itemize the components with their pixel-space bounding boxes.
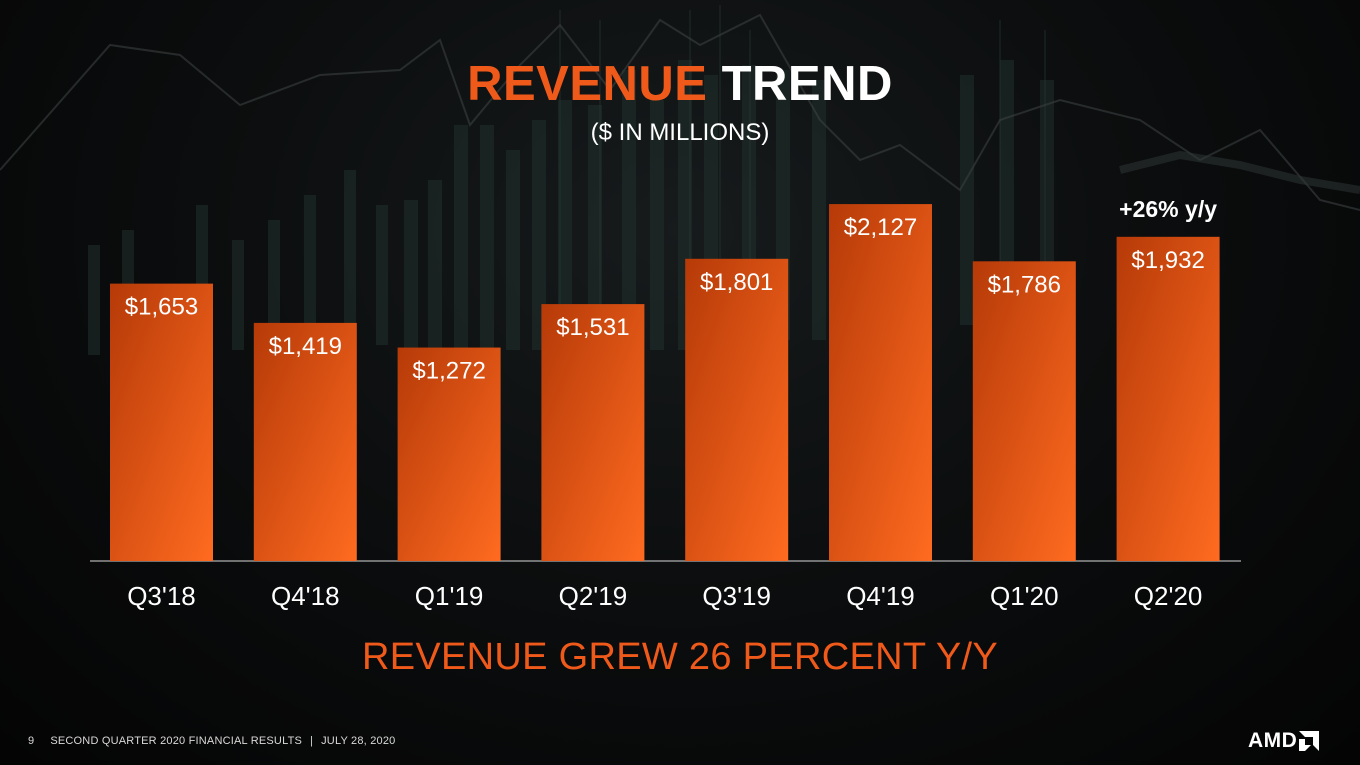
bar-value-label: $1,531 xyxy=(556,314,629,341)
page-number: 9 xyxy=(28,735,35,747)
amd-arrow-icon xyxy=(1299,731,1320,751)
tagline: REVENUE GREW 26 PERCENT Y/Y xyxy=(362,636,998,678)
title-main-word: TREND xyxy=(721,57,893,111)
slide-title: REVENUE TREND xyxy=(0,56,1360,112)
x-tick-label: Q4'19 xyxy=(846,581,915,611)
x-tick-label: Q1'20 xyxy=(990,581,1059,611)
bar-Q1'19 xyxy=(397,347,501,561)
footer: 9 SECOND QUARTER 2020 FINANCIAL RESULTS | J… xyxy=(28,733,395,749)
background-trend-line xyxy=(0,13,1360,211)
bar-Q4'19 xyxy=(829,204,932,561)
slide-subtitle: ($ IN MILLIONS) xyxy=(590,119,770,146)
bar-Q3'18 xyxy=(110,283,213,561)
footer-date: JULY 28, 2020 xyxy=(321,735,396,747)
footer-separator: | xyxy=(310,735,314,747)
bar-value-label: $1,653 xyxy=(125,294,198,321)
bar-value-label: $1,932 xyxy=(1131,247,1204,274)
bar-Q2'19 xyxy=(541,304,645,561)
x-tick-label: Q3'19 xyxy=(702,581,771,611)
bar-Q4'18 xyxy=(253,322,357,561)
x-tick-label: Q1'19 xyxy=(415,581,484,611)
bar-Q1'20 xyxy=(972,261,1076,561)
logo-text: AMD xyxy=(1248,729,1298,752)
bar-value-label: $1,272 xyxy=(412,358,485,385)
x-tick-label: Q4'18 xyxy=(271,581,340,611)
bar-value-label: $1,419 xyxy=(269,333,342,360)
growth-annotation: +26% y/y xyxy=(1119,196,1217,222)
bar-value-label: $2,127 xyxy=(844,214,917,241)
bar-Q3'19 xyxy=(685,258,789,561)
x-tick-label: Q3'18 xyxy=(127,581,196,611)
x-tick-label: Q2'19 xyxy=(559,581,628,611)
bar-Q2'20 xyxy=(1116,236,1220,561)
x-tick-label: Q2'20 xyxy=(1134,581,1203,611)
bar-value-label: $1,786 xyxy=(988,271,1061,298)
footer-report-title: SECOND QUARTER 2020 FINANCIAL RESULTS xyxy=(50,735,303,747)
title-accent-word: REVENUE xyxy=(467,57,708,111)
bar-value-label: $1,801 xyxy=(700,269,773,296)
amd-logo: AMD xyxy=(1248,730,1330,752)
